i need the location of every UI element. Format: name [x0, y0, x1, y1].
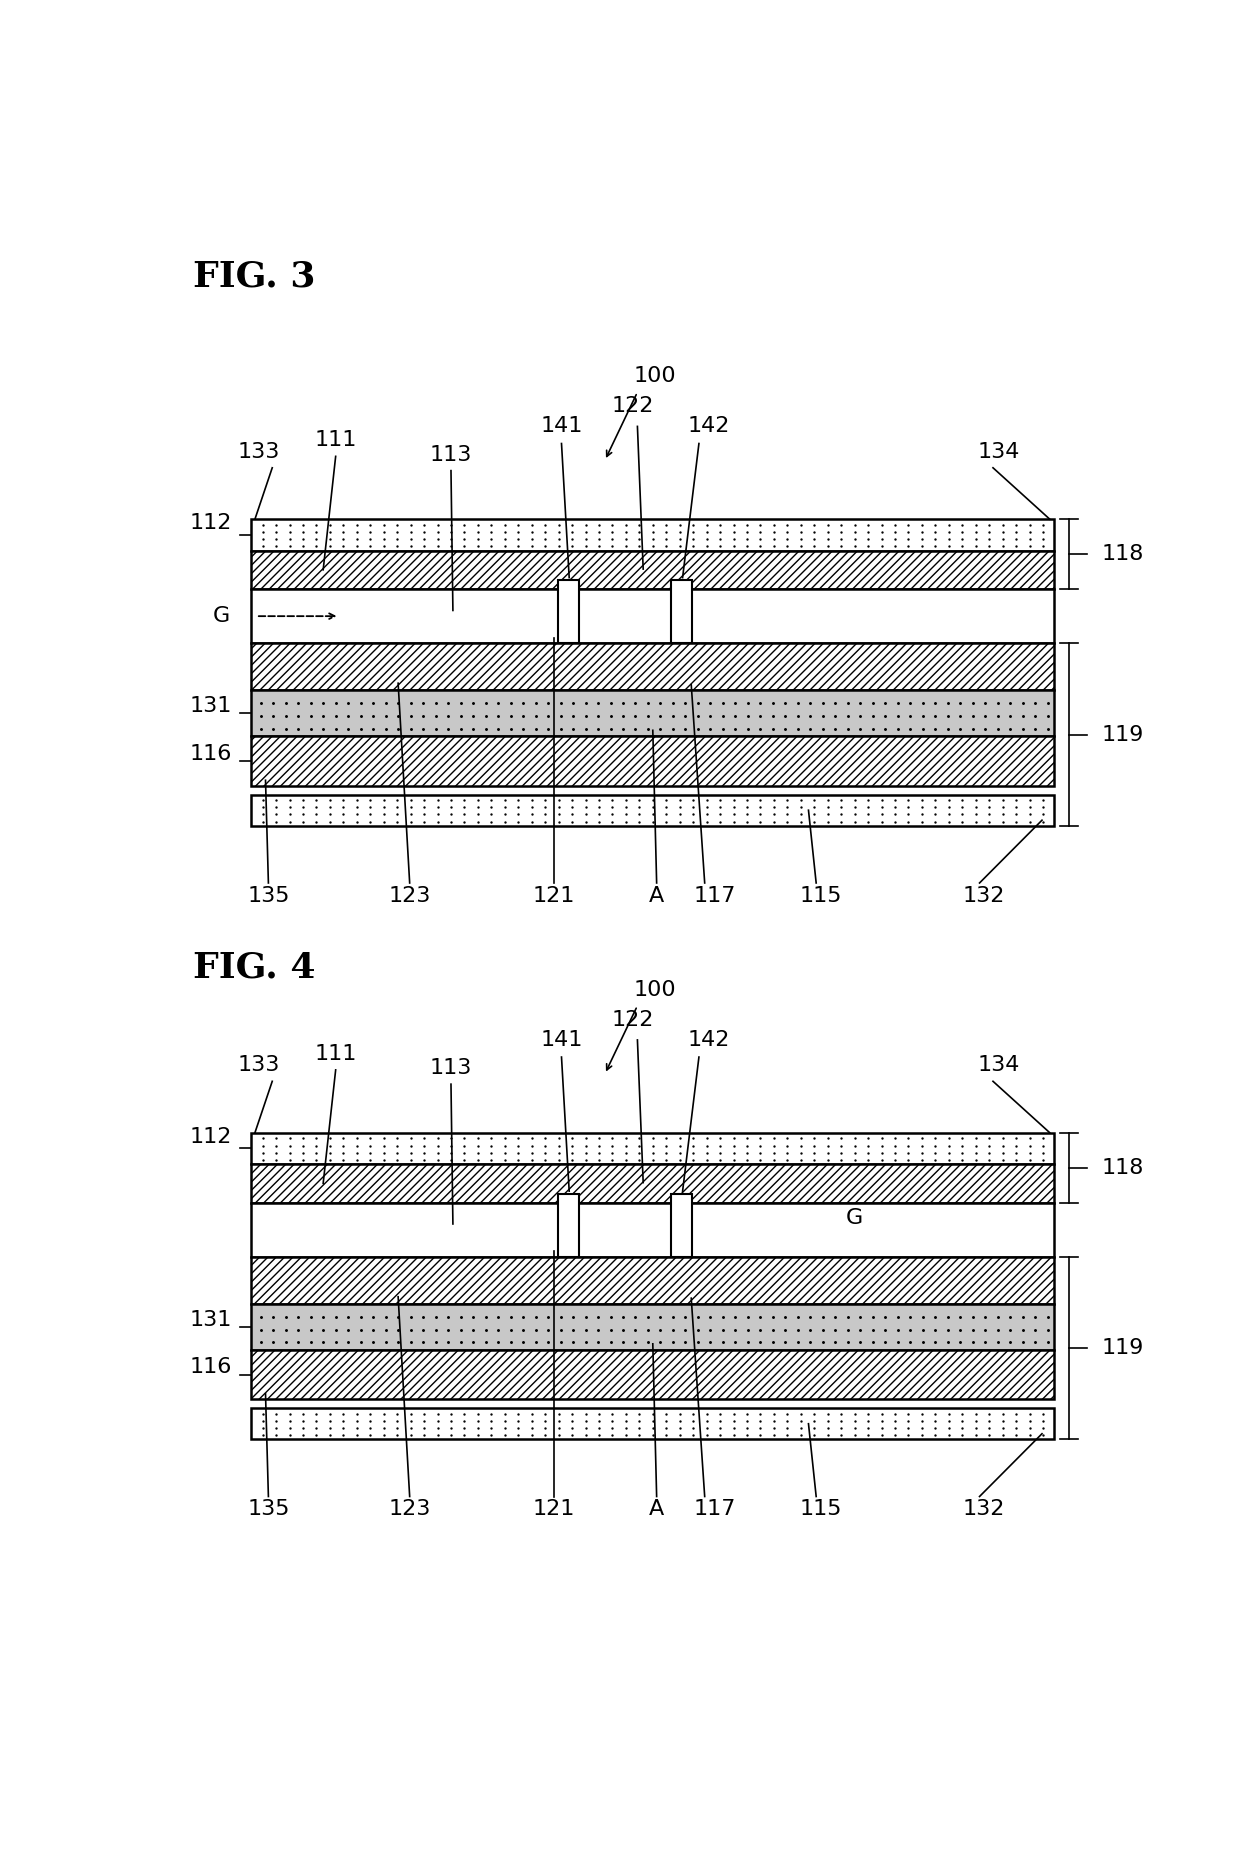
Text: 115: 115 [800, 886, 842, 906]
Bar [250, 1203, 1054, 1256]
Text: 116: 116 [190, 743, 232, 763]
Text: 121: 121 [533, 1499, 575, 1519]
Text: 134: 134 [977, 1056, 1021, 1075]
Bar [250, 1256, 1054, 1305]
Text: FIG. 3: FIG. 3 [193, 259, 316, 293]
Bar [671, 1193, 692, 1256]
Bar [250, 643, 1054, 691]
Text: 123: 123 [388, 886, 430, 906]
Text: 100: 100 [634, 367, 676, 387]
Text: 133: 133 [238, 1056, 280, 1075]
Text: 100: 100 [634, 980, 676, 1001]
Text: 111: 111 [315, 1043, 357, 1064]
Text: 113: 113 [430, 445, 472, 465]
Bar [250, 550, 1054, 589]
Bar [250, 589, 1054, 643]
Text: 118: 118 [1101, 545, 1145, 563]
Text: 142: 142 [687, 1030, 729, 1049]
Text: 115: 115 [800, 1499, 842, 1519]
Text: 119: 119 [1101, 725, 1145, 745]
Bar [250, 691, 1054, 736]
Text: 117: 117 [693, 1499, 735, 1519]
Bar [250, 1408, 1054, 1440]
Bar [671, 580, 692, 643]
Text: 123: 123 [388, 1499, 430, 1519]
Text: 134: 134 [977, 441, 1021, 461]
Text: FIG. 4: FIG. 4 [193, 951, 316, 984]
Bar [250, 736, 1054, 786]
Text: 142: 142 [687, 417, 729, 435]
Bar [250, 1132, 1054, 1164]
Text: 141: 141 [541, 1030, 583, 1049]
Text: A: A [649, 886, 665, 906]
Bar [250, 795, 1054, 826]
Text: 132: 132 [962, 886, 1004, 906]
Text: 118: 118 [1101, 1158, 1145, 1179]
Text: A: A [649, 1499, 665, 1519]
Bar [250, 1164, 1054, 1203]
Text: 116: 116 [190, 1358, 232, 1377]
Text: 112: 112 [190, 1127, 232, 1147]
Text: G: G [846, 1208, 863, 1229]
Text: 121: 121 [533, 886, 575, 906]
Text: 111: 111 [315, 430, 357, 450]
Text: 141: 141 [541, 417, 583, 435]
Text: 132: 132 [962, 1499, 1004, 1519]
Text: 117: 117 [693, 886, 735, 906]
Text: 135: 135 [247, 886, 290, 906]
Text: 133: 133 [238, 441, 280, 461]
Text: 113: 113 [430, 1058, 472, 1078]
Text: 135: 135 [247, 1499, 290, 1519]
Bar [250, 1305, 1054, 1349]
Text: 119: 119 [1101, 1338, 1145, 1358]
Bar [250, 1349, 1054, 1399]
Text: 112: 112 [190, 513, 232, 534]
Bar [558, 580, 579, 643]
Text: 131: 131 [190, 1310, 232, 1330]
Text: 122: 122 [611, 397, 653, 417]
Bar [558, 1193, 579, 1256]
Text: 131: 131 [190, 697, 232, 715]
Text: 122: 122 [611, 1010, 653, 1030]
Text: G: G [213, 606, 229, 626]
Bar [250, 519, 1054, 550]
